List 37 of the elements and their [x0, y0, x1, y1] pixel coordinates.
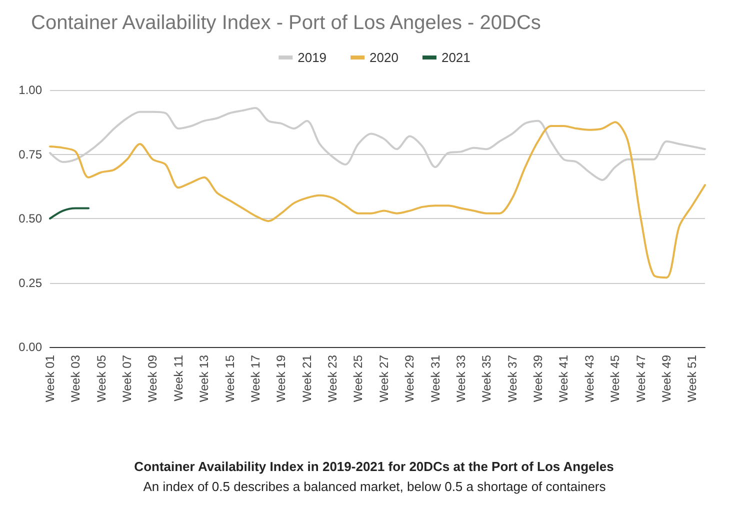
x-tick-label: Week 15: [222, 354, 237, 402]
y-tick-label: 0.50: [18, 212, 42, 226]
x-tick-label: Week 17: [248, 354, 262, 402]
x-tick-label: Week 47: [634, 354, 648, 402]
legend-label: 2021: [441, 50, 470, 65]
x-tick-label: Week 31: [428, 354, 442, 402]
x-tick-label: Week 25: [351, 354, 366, 402]
x-tick-label: Week 07: [120, 354, 134, 402]
legend-label: 2020: [370, 50, 398, 65]
x-tick-label: Week 01: [43, 354, 57, 402]
x-tick-label: Week 49: [659, 354, 674, 402]
x-tick-label: Week 19: [274, 354, 288, 402]
x-tick-label: Week 33: [454, 354, 468, 402]
x-tick-label: Week 23: [326, 354, 340, 402]
text: Container Availability Index in 2019-2021 for 20DCs at the Port of Los Angeles: [134, 459, 614, 474]
x-tick-label: Week 35: [480, 354, 494, 402]
x-tick-label: Week 13: [197, 354, 212, 402]
x-tick-label: Week 39: [531, 354, 546, 402]
x-tick-label: Week 29: [402, 354, 417, 402]
x-tick-label: Week 03: [68, 354, 83, 402]
text: An index of 0.5 describes a balanced market, below 0.5 a shortage of containers: [143, 479, 606, 494]
legend-label: 2019: [298, 50, 327, 65]
y-tick-label: 0.25: [18, 276, 42, 290]
x-tick-label: Week 21: [300, 354, 314, 402]
x-tick-label: Week 51: [685, 354, 700, 402]
x-tick-label: Week 45: [608, 354, 622, 402]
chart-title: Container Availability Index - Port of Los Angeles - 20DCs: [31, 12, 541, 34]
x-tick-label: Week 05: [94, 354, 108, 402]
x-tick-label: Week 41: [556, 354, 571, 402]
x-tick-label: Week 11: [171, 354, 186, 402]
y-tick-label: 1.00: [18, 83, 42, 97]
x-tick-label: Week 43: [582, 354, 596, 402]
x-tick-label: Week 09: [146, 354, 160, 402]
y-tick-label: 0.00: [18, 340, 42, 354]
y-tick-label: 0.75: [18, 147, 42, 162]
x-tick-label: Week 27: [376, 354, 391, 402]
x-tick-label: Week 37: [505, 354, 520, 402]
